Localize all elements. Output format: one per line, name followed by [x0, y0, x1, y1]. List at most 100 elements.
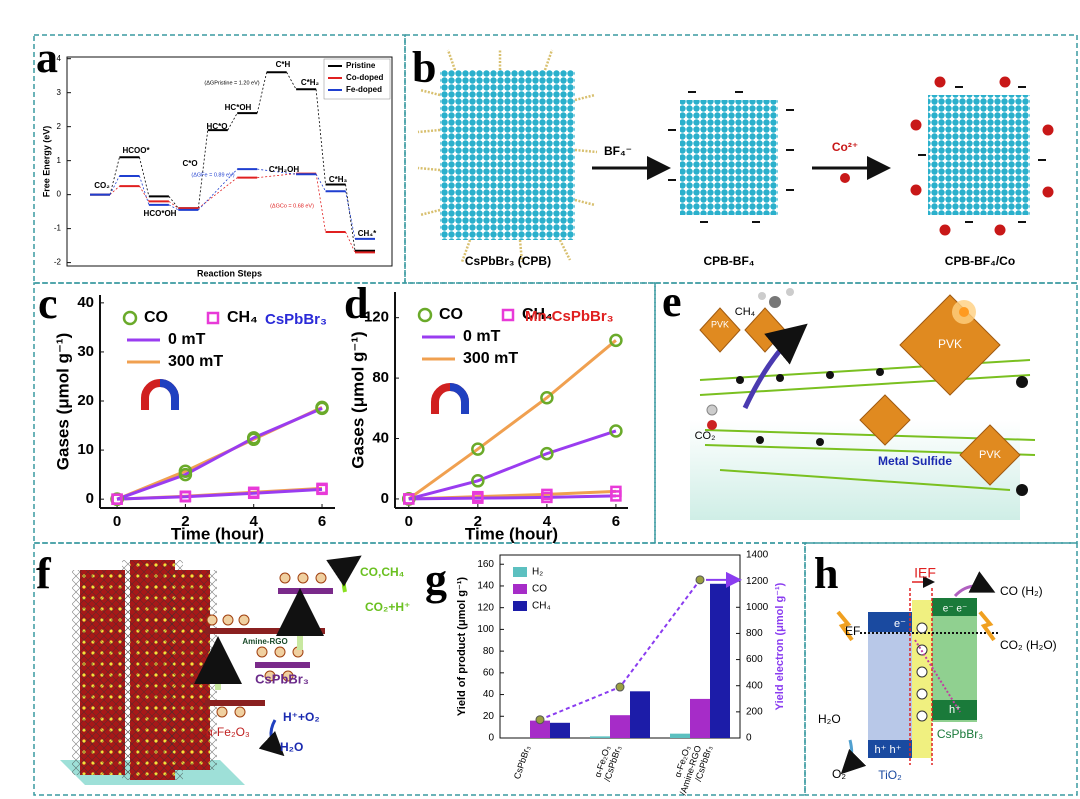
- connector: [168, 204, 179, 211]
- absorber-label: CsPbBr₃: [255, 671, 309, 686]
- y2-tick-label: 600: [746, 654, 763, 665]
- reactant-label: CO₂ (H₂O): [1000, 638, 1057, 652]
- y2-tick-label: 1200: [746, 576, 769, 587]
- panel-letter: g: [425, 555, 447, 604]
- data-point: [403, 493, 415, 505]
- y-axis-label: Free Energy (eV): [41, 126, 51, 198]
- annotation: CH₄*: [358, 229, 377, 238]
- series-line: [407, 339, 617, 501]
- data-point: [472, 492, 484, 504]
- x-axis-label: Reaction Steps: [197, 268, 262, 278]
- charts: -2 -1 0 1 2 3 4 CO₂ HCOO* HCO*OH C*O HC*O HC*OH C*H C*…: [41, 54, 786, 797]
- bar: [690, 698, 710, 738]
- connector: [168, 196, 179, 209]
- y-tick-label: 3: [57, 88, 62, 97]
- molecule-label: CO₂: [695, 430, 716, 442]
- y-tick-label: 160: [477, 559, 494, 570]
- unit-label: PVK: [938, 337, 962, 351]
- data-point: [179, 490, 192, 503]
- y2-point: [615, 682, 625, 692]
- data-point: [178, 467, 193, 482]
- panel-frames: [33, 34, 1078, 796]
- unit-label: PVK: [979, 449, 1002, 461]
- y2-tick-label: 200: [746, 706, 763, 717]
- connector: [257, 168, 297, 175]
- water-label: H₂O: [818, 712, 841, 726]
- annotation: CO₂: [94, 181, 110, 190]
- y-tick-label: 40: [372, 429, 389, 446]
- annotation: HCOO*: [122, 146, 150, 155]
- connector: [257, 173, 297, 179]
- arrow-label: BF₄⁻: [604, 144, 632, 158]
- annotation: HC*OH: [225, 103, 252, 112]
- data-point: [315, 401, 329, 416]
- y2-point: [535, 715, 545, 725]
- legend-label: Pristine: [346, 61, 376, 70]
- panel-letter: d: [344, 279, 368, 328]
- data-point: [471, 474, 485, 488]
- legend-label: 300 mT: [168, 353, 223, 370]
- legend-label: 0 mT: [463, 328, 501, 345]
- magnet-icon: [141, 379, 469, 414]
- y-tick-label: 0: [488, 733, 494, 744]
- legend-swatch: [513, 584, 527, 594]
- legend-marker: [122, 310, 138, 326]
- data-point: [541, 491, 553, 504]
- annotation: HC*O: [207, 122, 228, 131]
- oxygen-label: O₂: [832, 767, 846, 781]
- bar: [550, 722, 570, 738]
- bar: [630, 691, 650, 738]
- y-tick-label: 40: [77, 294, 94, 311]
- panel-letter: a: [36, 33, 58, 82]
- material-label: TiO₂: [878, 768, 902, 782]
- y-tick-label: 0: [86, 490, 94, 507]
- data-point: [540, 390, 554, 405]
- x-tick-label: 4: [250, 513, 259, 530]
- data-point: [610, 490, 622, 502]
- legend-label: CO: [532, 584, 547, 595]
- y2-tick-label: 400: [746, 680, 763, 691]
- annotation: (ΔGFe = 0.89 eV): [191, 172, 234, 178]
- connector: [139, 157, 150, 197]
- y2-tick-label: 1000: [746, 602, 769, 613]
- y-axis-label: Gases (μmol g⁻¹): [348, 331, 367, 468]
- y2-line: [539, 579, 701, 721]
- connector: [168, 201, 179, 209]
- annotation: C*O: [182, 159, 197, 168]
- connector: [345, 191, 356, 239]
- product-label: CO,CH₄: [360, 565, 405, 579]
- connector: [256, 72, 268, 114]
- data-point: [540, 446, 554, 461]
- data-point: [246, 431, 261, 445]
- data-point: [111, 493, 123, 505]
- y2-tick-label: 0: [746, 733, 752, 744]
- panel-f: CO,CH₄ CO₂+H⁺ Amine-RGO CsPbBr₃ H⁺+O₂ H₂…: [60, 555, 410, 785]
- connector: [227, 112, 238, 131]
- panel-letter: h: [814, 549, 838, 598]
- x-axis-label: Time (hour): [171, 524, 264, 543]
- carrier-label: e⁻ e⁻: [943, 604, 967, 615]
- legend-swatch: [513, 567, 527, 577]
- y-tick-label: -1: [54, 224, 62, 233]
- connector: [315, 89, 326, 185]
- x-tick-label: CsPbBr₃: [512, 744, 532, 780]
- unit-label: PVK: [711, 319, 729, 329]
- layer-label: Metal Sulfide: [878, 454, 952, 468]
- data-point: [471, 442, 485, 456]
- y2-point: [695, 575, 705, 585]
- annotation: (ΔGCo = 0.68 eV): [270, 203, 314, 209]
- legend-label: Co-doped: [346, 73, 383, 82]
- legend-marker: [417, 307, 433, 323]
- data-point: [609, 424, 623, 438]
- plot-frame: [66, 56, 393, 267]
- x-tick-label: 0: [113, 513, 121, 530]
- connector: [345, 231, 356, 253]
- series-line: [408, 429, 617, 501]
- connector: [109, 175, 120, 195]
- y-tick-label: 4: [57, 54, 62, 63]
- connector: [286, 72, 297, 90]
- bridge-label: Amine-RGO: [242, 637, 287, 646]
- y-tick-label: 120: [477, 602, 494, 613]
- y2-tick-label: 1400: [746, 550, 769, 561]
